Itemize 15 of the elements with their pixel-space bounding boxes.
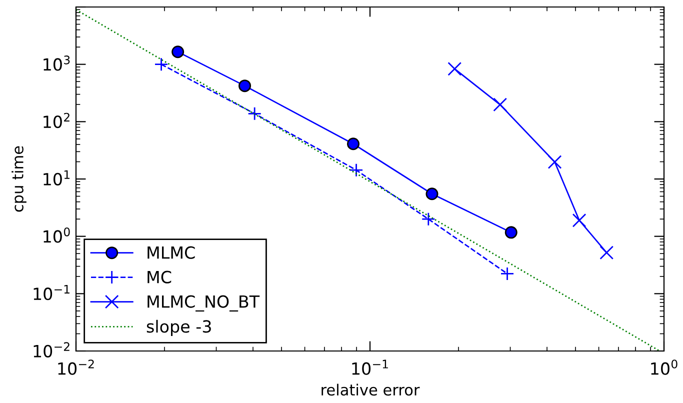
- y-tick-label: 10$^{−1}$: [34, 285, 70, 300]
- x-tick-label: 10$^{0}$: [651, 360, 678, 375]
- legend-label: slope -3: [146, 320, 211, 336]
- y-tick-label: 10$^{1}$: [44, 170, 70, 186]
- y-tick-label: 10$^{2}$: [44, 112, 70, 128]
- legend-label: MLMC_NO_BT: [148, 295, 260, 312]
- legend-label: MLMC: [148, 246, 195, 259]
- y-tick-label: 10$^{3}$: [44, 56, 70, 71]
- x-tick-label: 10$^{−2}$: [58, 360, 94, 375]
- legend-label: MC: [148, 270, 172, 284]
- y-axis-title: cpu time: [12, 146, 26, 212]
- x-axis-title: relative error: [322, 384, 420, 396]
- x-tick-label: 10$^{−1}$: [352, 360, 388, 375]
- y-tick-label: 10$^{0}$: [44, 228, 70, 243]
- y-tick-label: 10$^{−2}$: [34, 342, 70, 358]
